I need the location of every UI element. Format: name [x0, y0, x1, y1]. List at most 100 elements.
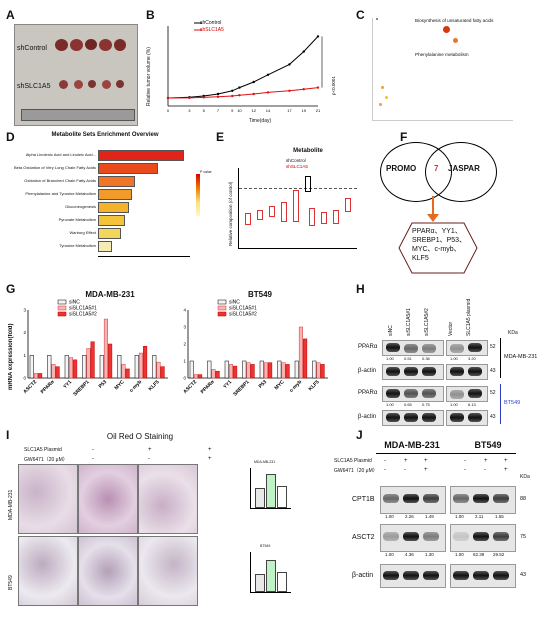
- g-legend-label: siSLC1A5#1: [69, 306, 97, 312]
- j-signs: - + + - + + - - + - - +: [382, 458, 522, 478]
- result-hexagon: [398, 222, 478, 274]
- h-kda: 43: [490, 414, 496, 420]
- b-data-point: [166, 96, 170, 100]
- b-data-point: [216, 92, 220, 96]
- d-bar: [98, 215, 125, 226]
- panel-j-label: J: [356, 428, 363, 442]
- j-sign: -: [384, 458, 386, 464]
- stain-image: [18, 536, 78, 606]
- g-bar: [198, 374, 203, 379]
- b-data-point: [238, 94, 241, 97]
- h-value: 0.65: [404, 402, 412, 407]
- scatter-point: [385, 96, 388, 99]
- d-title: Metabolite Sets Enrichment Overview: [51, 132, 159, 138]
- b-xtick-label: 21: [316, 108, 321, 113]
- h-lane-labels: siNC siSLC1A5#1 siSLC1A5#2 Vector SLC1A5…: [384, 286, 504, 338]
- i-quant-title-2: BT549: [260, 544, 271, 548]
- d-pvalue-colorbar: [196, 174, 200, 216]
- h-value: 6.13: [468, 402, 476, 407]
- h-value: 1.00: [450, 356, 458, 361]
- g-bar: [303, 338, 308, 379]
- stain-image: [138, 464, 198, 534]
- g-bar: [263, 362, 268, 379]
- panel-d-label: D: [6, 130, 15, 144]
- i-row2-label: GW6471（20 μM）: [24, 457, 68, 463]
- g-bar: [86, 348, 91, 379]
- g-bar: [160, 366, 165, 379]
- d-x-axis: [98, 256, 190, 257]
- g-legend-label: siSLC1A5#2: [69, 312, 97, 318]
- j-kda: 43: [520, 572, 527, 578]
- h-lane: Vector: [448, 321, 454, 336]
- g-legend-swatch: [217, 305, 227, 311]
- panel-b-label: B: [146, 8, 155, 22]
- g-bar: [138, 352, 143, 379]
- d-bar-label: Tyrosine Metabolism: [59, 243, 96, 248]
- scatter-point: [379, 103, 382, 106]
- enrichment-chart: Alpha Linolenic Acid and Linoleic Acid..…: [10, 142, 200, 272]
- j-row1-label: SLC1A5 Plasmid: [334, 458, 372, 464]
- j-sign: +: [424, 458, 428, 464]
- g-category-label: PPARα: [40, 379, 57, 396]
- venn-right-circle: [425, 142, 497, 202]
- h-lane: siSLC1A5#2: [424, 308, 430, 336]
- d-bar: [98, 150, 185, 161]
- g-bar: [90, 341, 95, 379]
- j-sign: +: [504, 458, 508, 464]
- e-title: Metabolite: [293, 148, 323, 154]
- b-data-point: [238, 86, 241, 89]
- d-bar: [98, 228, 122, 239]
- h-cell-bt549: BT549: [504, 400, 521, 406]
- g-category-label: ASCT2: [22, 379, 38, 395]
- g-legend-label: siSLC1A5#2: [229, 312, 257, 318]
- stain-image: [18, 464, 78, 534]
- h-row-label: PPARα: [358, 390, 378, 396]
- panel-c-label: C: [356, 8, 365, 22]
- i-quant-chart-1: [250, 468, 291, 509]
- g-ytick-label: 0: [23, 376, 26, 381]
- h-row-label: β-actin: [358, 414, 377, 420]
- g-bar: [207, 360, 212, 379]
- i-cell-bt549: BT549: [8, 575, 14, 590]
- e-legend-control: shControl: [286, 158, 306, 163]
- j-row-label: CPT1B: [352, 496, 375, 503]
- tf-list: PPARα、YY1、 SREBP1、P53、 MYC、c-myb、 KLF5: [412, 227, 466, 263]
- g-bar: [215, 370, 220, 379]
- d-bar-label: Oxidation of Branched Chain Fatty Acids: [24, 178, 96, 183]
- g-bar: [125, 368, 130, 379]
- h-value: 0.75: [422, 402, 430, 407]
- e-legend-slc: shSLC1A5: [286, 164, 308, 169]
- g-bar: [51, 364, 56, 379]
- g-legend-swatch: [57, 311, 67, 317]
- scatter-point: [453, 38, 458, 43]
- j-row-label: ASCT2: [352, 534, 375, 541]
- j-value: 1.00: [455, 514, 464, 519]
- panel-i-label: I: [6, 428, 10, 442]
- b-series-line: [167, 87, 319, 99]
- arrow-down-icon: [427, 214, 439, 222]
- h-kda: 52: [490, 390, 496, 396]
- c-annotation-1: Biosynthesis of unsaturated fatty acids: [415, 18, 494, 23]
- g-category-label: PPARα: [200, 379, 217, 396]
- i-quant-chart-2: [250, 552, 291, 593]
- h-row-label: β-actin: [358, 368, 377, 374]
- g-bar: [152, 355, 157, 379]
- d-bar: [98, 241, 112, 252]
- g-bar: [228, 364, 233, 379]
- g-bar: [108, 343, 113, 379]
- g-bar: [193, 374, 198, 379]
- g-category-label: YY1: [222, 379, 233, 390]
- g-bar: [55, 366, 60, 379]
- j-value: 1.55: [495, 514, 504, 519]
- g-bar: [246, 362, 251, 379]
- h-kda-label: KDa: [508, 330, 518, 336]
- g-legend-label: siNC: [229, 300, 240, 306]
- g-bar: [117, 355, 122, 379]
- g-bar: [285, 364, 290, 379]
- j-sign: -: [484, 467, 486, 473]
- b-data-point: [316, 86, 320, 89]
- b-data-point: [202, 96, 205, 99]
- g-legend-label: siNC: [69, 300, 80, 306]
- g-category-label: SREBP1: [232, 379, 251, 398]
- b-data-point: [316, 35, 320, 38]
